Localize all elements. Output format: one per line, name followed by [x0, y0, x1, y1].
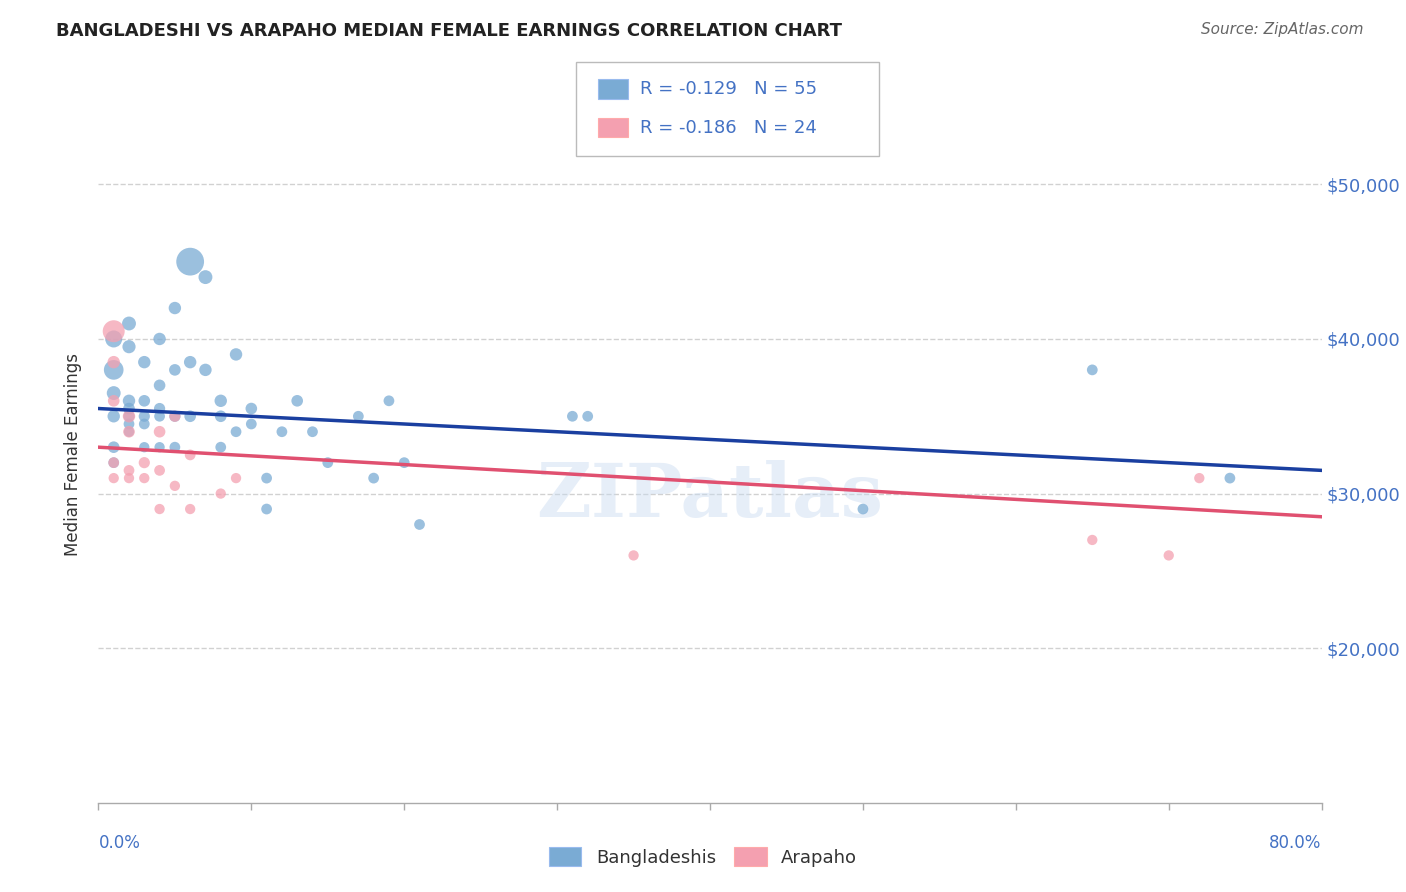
- Point: [134, 393, 156, 408]
- Point: [149, 409, 172, 424]
- Point: [163, 301, 186, 315]
- Text: BANGLADESHI VS ARAPAHO MEDIAN FEMALE EARNINGS CORRELATION CHART: BANGLADESHI VS ARAPAHO MEDIAN FEMALE EAR…: [56, 22, 842, 40]
- Point: [1188, 471, 1211, 485]
- Point: [134, 440, 156, 454]
- Point: [270, 425, 292, 439]
- Point: [225, 347, 247, 361]
- Text: R = -0.129   N = 55: R = -0.129 N = 55: [640, 80, 817, 98]
- Point: [209, 440, 232, 454]
- Point: [301, 425, 323, 439]
- Point: [240, 401, 263, 416]
- Point: [363, 471, 385, 485]
- Point: [118, 463, 141, 477]
- Point: [316, 456, 339, 470]
- Point: [118, 425, 141, 439]
- Point: [1219, 471, 1241, 485]
- Point: [163, 409, 186, 424]
- Point: [209, 486, 232, 500]
- Point: [103, 324, 125, 338]
- Point: [118, 471, 141, 485]
- Point: [576, 409, 599, 424]
- Point: [103, 456, 125, 470]
- Point: [134, 471, 156, 485]
- Point: [149, 463, 172, 477]
- Text: 80.0%: 80.0%: [1270, 834, 1322, 852]
- Point: [149, 332, 172, 346]
- Point: [378, 393, 401, 408]
- Point: [103, 471, 125, 485]
- Point: [392, 456, 416, 470]
- Point: [408, 517, 430, 532]
- Point: [256, 502, 278, 516]
- Point: [118, 340, 141, 354]
- Point: [134, 417, 156, 431]
- Text: ZIPatlas: ZIPatlas: [537, 460, 883, 533]
- Point: [134, 355, 156, 369]
- Point: [852, 502, 875, 516]
- Point: [347, 409, 370, 424]
- Point: [179, 254, 201, 268]
- Y-axis label: Median Female Earnings: Median Female Earnings: [65, 353, 83, 557]
- Point: [103, 355, 125, 369]
- Point: [118, 417, 141, 431]
- Point: [103, 386, 125, 401]
- Legend: Bangladeshis, Arapaho: Bangladeshis, Arapaho: [541, 840, 865, 874]
- Point: [149, 378, 172, 392]
- Text: 0.0%: 0.0%: [98, 834, 141, 852]
- Point: [561, 409, 583, 424]
- Point: [163, 409, 186, 424]
- Point: [118, 317, 141, 331]
- Point: [118, 401, 141, 416]
- Point: [225, 425, 247, 439]
- Point: [194, 363, 217, 377]
- Point: [118, 409, 141, 424]
- Point: [103, 440, 125, 454]
- Point: [240, 417, 263, 431]
- Point: [118, 409, 141, 424]
- Text: R = -0.186   N = 24: R = -0.186 N = 24: [640, 119, 817, 136]
- Point: [194, 270, 217, 285]
- Point: [103, 393, 125, 408]
- Point: [103, 456, 125, 470]
- Point: [179, 448, 201, 462]
- Point: [1081, 363, 1104, 377]
- Point: [149, 401, 172, 416]
- Point: [209, 393, 232, 408]
- Point: [256, 471, 278, 485]
- Point: [134, 456, 156, 470]
- Point: [1081, 533, 1104, 547]
- Point: [179, 502, 201, 516]
- Point: [103, 409, 125, 424]
- Text: Source: ZipAtlas.com: Source: ZipAtlas.com: [1201, 22, 1364, 37]
- Point: [118, 393, 141, 408]
- Point: [179, 355, 201, 369]
- Point: [209, 409, 232, 424]
- Point: [149, 502, 172, 516]
- Point: [225, 471, 247, 485]
- Point: [285, 393, 308, 408]
- Point: [623, 549, 645, 563]
- Point: [163, 440, 186, 454]
- Point: [103, 363, 125, 377]
- Point: [134, 409, 156, 424]
- Point: [163, 363, 186, 377]
- Point: [163, 479, 186, 493]
- Point: [179, 409, 201, 424]
- Point: [149, 425, 172, 439]
- Point: [149, 440, 172, 454]
- Point: [1157, 549, 1180, 563]
- Point: [103, 332, 125, 346]
- Point: [118, 425, 141, 439]
